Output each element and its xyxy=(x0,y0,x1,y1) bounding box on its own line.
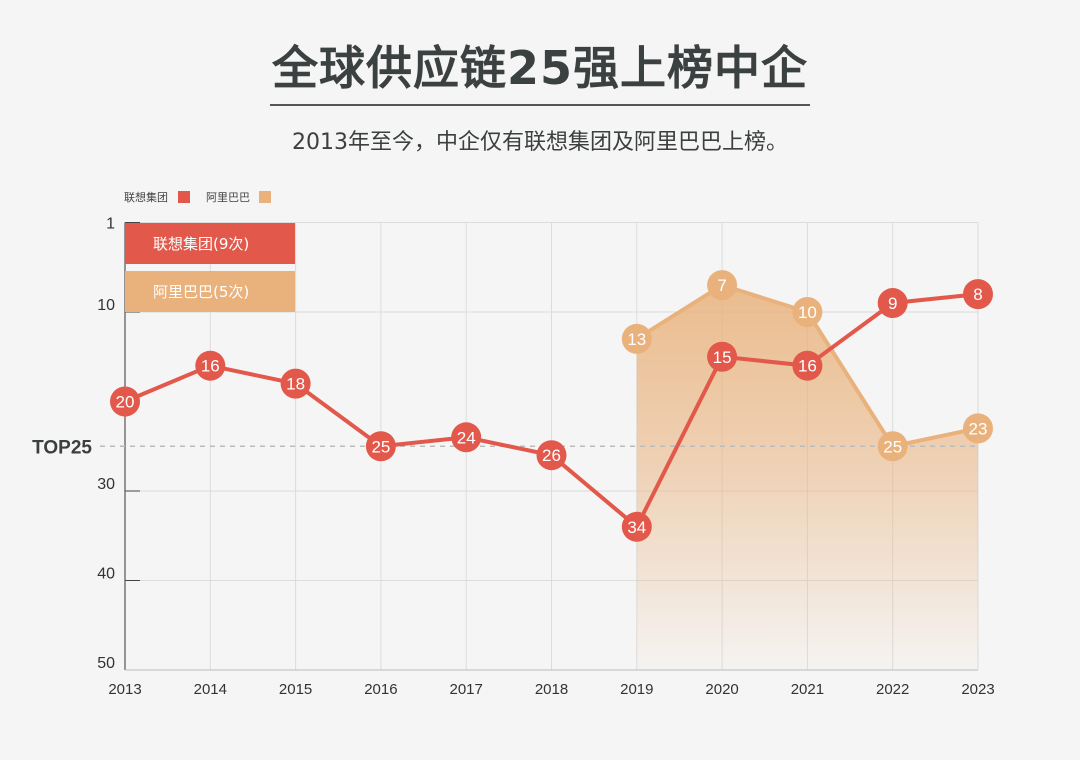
lenovo-count-card xyxy=(125,223,295,264)
lenovo-point xyxy=(195,350,226,381)
x-tick-label: 2018 xyxy=(535,681,568,698)
title-divider xyxy=(270,104,810,106)
chart-subtitle: 2013年至今，中企仅有联想集团及阿里巴巴上榜。 xyxy=(292,130,788,155)
lenovo-data-label: 18 xyxy=(286,375,305,394)
alibaba-area xyxy=(636,285,978,670)
alibaba-data-label: 7 xyxy=(717,276,726,295)
x-tick-label: 2023 xyxy=(961,681,994,698)
y-tick-label: 30 xyxy=(97,476,115,493)
y-tick-label: 50 xyxy=(97,655,115,672)
lenovo-point xyxy=(792,350,823,381)
lenovo-point xyxy=(536,440,567,471)
legend-swatch-lenovo xyxy=(178,191,190,203)
lenovo-point xyxy=(110,386,140,417)
lenovo-point xyxy=(877,288,908,319)
lenovo-data-label: 16 xyxy=(201,357,220,376)
x-tick-label: 2014 xyxy=(194,681,227,698)
x-tick-label: 2015 xyxy=(279,681,312,698)
alibaba-point xyxy=(792,297,823,327)
alibaba-data-label: 25 xyxy=(883,437,902,456)
lenovo-data-label: 16 xyxy=(798,357,817,376)
x-tick-label: 2020 xyxy=(705,681,738,698)
x-tick-label: 2022 xyxy=(876,681,909,698)
lenovo-point xyxy=(280,368,311,399)
alibaba-point xyxy=(963,413,993,444)
lenovo-data-label: 24 xyxy=(457,428,476,447)
x-tick-label: 2013 xyxy=(108,681,141,698)
alibaba-point xyxy=(621,323,652,354)
lenovo-data-label: 9 xyxy=(888,294,897,313)
alibaba-data-label: 23 xyxy=(969,419,988,438)
lenovo-point xyxy=(365,431,396,462)
lenovo-point xyxy=(621,511,652,542)
x-tick-label: 2021 xyxy=(791,681,824,698)
lenovo-data-label: 15 xyxy=(713,348,732,367)
legend-label-alibaba: 阿里巴巴 xyxy=(206,191,250,204)
alibaba-data-label: 13 xyxy=(627,330,646,349)
lenovo-data-label: 25 xyxy=(371,437,390,456)
lenovo-point xyxy=(707,341,738,372)
lenovo-point xyxy=(963,279,993,310)
top25-label: TOP25 xyxy=(32,437,92,458)
lenovo-data-label: 34 xyxy=(627,518,646,537)
y-tick-label: 40 xyxy=(97,566,115,583)
alibaba-count-label: 阿里巴巴(5次) xyxy=(153,283,249,301)
x-tick-label: 2019 xyxy=(620,681,653,698)
alibaba-count-card xyxy=(125,271,295,312)
alibaba-point xyxy=(877,431,908,462)
y-tick-label: 1 xyxy=(106,216,115,233)
alibaba-data-label: 10 xyxy=(798,303,817,322)
x-tick-label: 2016 xyxy=(364,681,397,698)
lenovo-count-label: 联想集团(9次) xyxy=(153,235,249,253)
lenovo-data-label: 8 xyxy=(973,285,982,304)
y-tick-label: 10 xyxy=(97,297,115,314)
alibaba-point xyxy=(707,270,738,301)
legend-swatch-alibaba xyxy=(259,191,271,203)
chart-title: 全球供应链25强上榜中企 xyxy=(271,41,808,95)
lenovo-data-label: 26 xyxy=(542,446,561,465)
legend-label-lenovo: 联想集团 xyxy=(124,190,168,204)
lenovo-point xyxy=(451,422,482,453)
lenovo-data-label: 20 xyxy=(116,393,135,412)
x-tick-label: 2017 xyxy=(450,681,483,698)
